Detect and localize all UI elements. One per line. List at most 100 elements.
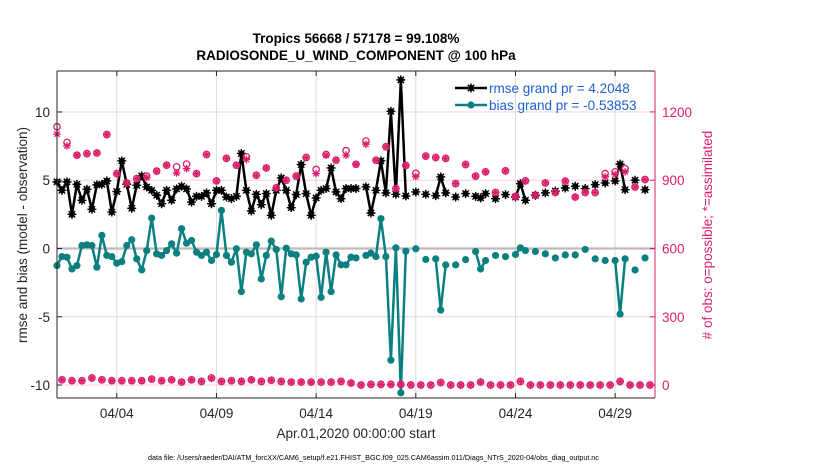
rmse-point bbox=[441, 188, 451, 198]
rmse-point bbox=[132, 180, 142, 190]
bias-point bbox=[247, 250, 255, 258]
obs-assimilated-marker bbox=[591, 188, 599, 197]
bias-point bbox=[402, 247, 410, 255]
obs-possible-marker bbox=[541, 179, 550, 187]
bias-point bbox=[337, 261, 345, 269]
rmse-point bbox=[206, 199, 216, 209]
obs-assimilated-marker bbox=[68, 376, 76, 385]
obs-possible-marker bbox=[631, 183, 639, 191]
obs-possible-marker bbox=[501, 167, 510, 175]
y2-tick-label: 0 bbox=[662, 378, 670, 393]
rmse-point bbox=[331, 187, 341, 197]
obs-possible-marker bbox=[571, 193, 580, 201]
obs-assimilated-marker bbox=[167, 375, 176, 384]
rmse-point bbox=[226, 194, 236, 204]
obs-assimilated-marker bbox=[616, 377, 624, 386]
rmse-point-asterisk bbox=[132, 180, 142, 190]
rmse-point-asterisk bbox=[326, 163, 336, 173]
bias-point bbox=[432, 255, 440, 263]
rmse-point-asterisk bbox=[346, 184, 356, 194]
y-tick-label: -5 bbox=[38, 310, 50, 325]
obs-possible-marker bbox=[621, 164, 629, 173]
rmse-point bbox=[366, 208, 376, 218]
x-tick-label: 04/14 bbox=[299, 406, 333, 421]
obs-possible-marker bbox=[277, 377, 286, 386]
obs-possible-marker bbox=[496, 381, 505, 389]
obs-possible-marker bbox=[516, 377, 525, 386]
rmse-point-asterisk bbox=[640, 185, 650, 195]
obs-assimilated-marker bbox=[108, 376, 116, 385]
bias-point bbox=[292, 251, 300, 259]
bias-point bbox=[312, 252, 320, 260]
rmse-point-asterisk bbox=[560, 183, 570, 193]
obs-assimilated-marker bbox=[267, 376, 276, 385]
bias-point bbox=[272, 245, 280, 254]
obs-possible-marker bbox=[327, 378, 335, 386]
obs-assimilated-marker bbox=[407, 381, 415, 389]
obs-assimilated-marker bbox=[576, 381, 585, 389]
bias-point bbox=[202, 248, 211, 256]
y-tick-label: -10 bbox=[30, 378, 50, 393]
bias-point bbox=[571, 251, 579, 259]
obs-assimilated-marker bbox=[137, 376, 146, 385]
obs-possible-marker bbox=[636, 381, 644, 389]
obs-possible-marker bbox=[377, 380, 385, 389]
rmse-point-asterisk bbox=[291, 190, 301, 200]
y2-axis-label: # of obs: o=possible; *=assimilated bbox=[700, 131, 715, 340]
bias-point bbox=[267, 237, 275, 245]
rmse-point bbox=[112, 187, 122, 197]
obs-assimilated-marker bbox=[446, 381, 455, 389]
obs-assimilated-marker bbox=[392, 184, 400, 193]
obs-assimilated-marker bbox=[157, 376, 166, 385]
bias-point bbox=[476, 265, 485, 273]
obs-assimilated-marker bbox=[162, 161, 171, 170]
obs-assimilated-marker bbox=[441, 154, 450, 163]
axes: 04/04 04/09 04/14 04/19 04/24 04/29 -10 -5 0 5 10 0… bbox=[30, 70, 692, 421]
bias-point bbox=[317, 293, 325, 301]
obs-possible-marker bbox=[58, 375, 66, 384]
rmse-point bbox=[540, 188, 550, 198]
bias-point bbox=[123, 241, 131, 250]
obs-assimilated-marker bbox=[581, 188, 590, 197]
obs-possible-marker bbox=[337, 377, 345, 386]
rmse-point bbox=[157, 199, 167, 209]
rmse-point-asterisk bbox=[107, 207, 117, 217]
rmse-point bbox=[501, 190, 510, 200]
rmse-point bbox=[610, 176, 620, 186]
rmse-point-asterisk bbox=[72, 179, 82, 189]
rmse-point-asterisk bbox=[321, 184, 331, 194]
bias-point bbox=[177, 225, 186, 233]
rmse-point bbox=[411, 187, 421, 197]
obs-possible-marker bbox=[292, 172, 301, 180]
obs-assimilated-marker bbox=[192, 169, 201, 178]
obs-possible-marker bbox=[102, 130, 111, 139]
obs-assimilated-marker bbox=[566, 381, 575, 389]
obs-possible-marker bbox=[387, 380, 395, 389]
obs-possible-marker bbox=[222, 154, 231, 163]
rmse-point-asterisk bbox=[381, 188, 391, 198]
rmse-point bbox=[491, 194, 501, 204]
obs-possible-marker bbox=[137, 376, 146, 385]
rmse-point-asterisk bbox=[351, 184, 361, 194]
bias-point bbox=[561, 251, 569, 259]
rmse-point bbox=[192, 191, 202, 201]
rmse-point-asterisk bbox=[167, 195, 177, 205]
obs-assimilated-marker bbox=[416, 381, 425, 389]
rmse-point-asterisk bbox=[436, 172, 446, 182]
obs-possible-marker bbox=[536, 381, 545, 389]
obs-assimilated-marker bbox=[98, 375, 106, 384]
obs-assimilated-marker bbox=[631, 183, 639, 191]
obs-possible-marker bbox=[441, 154, 450, 163]
obs-count-markers bbox=[53, 122, 654, 389]
obs-assimilated-marker bbox=[217, 377, 226, 386]
bias-point bbox=[437, 306, 445, 314]
rmse-point-asterisk bbox=[57, 185, 67, 195]
obs-assimilated-marker bbox=[606, 381, 614, 389]
rmse-point bbox=[296, 160, 306, 170]
obs-possible-marker bbox=[566, 381, 575, 389]
obs-possible-marker bbox=[561, 177, 570, 185]
rmse-point bbox=[142, 182, 152, 192]
obs-possible-marker bbox=[232, 161, 241, 170]
obs-possible-marker bbox=[192, 169, 201, 178]
rmse-point-asterisk bbox=[421, 189, 431, 199]
